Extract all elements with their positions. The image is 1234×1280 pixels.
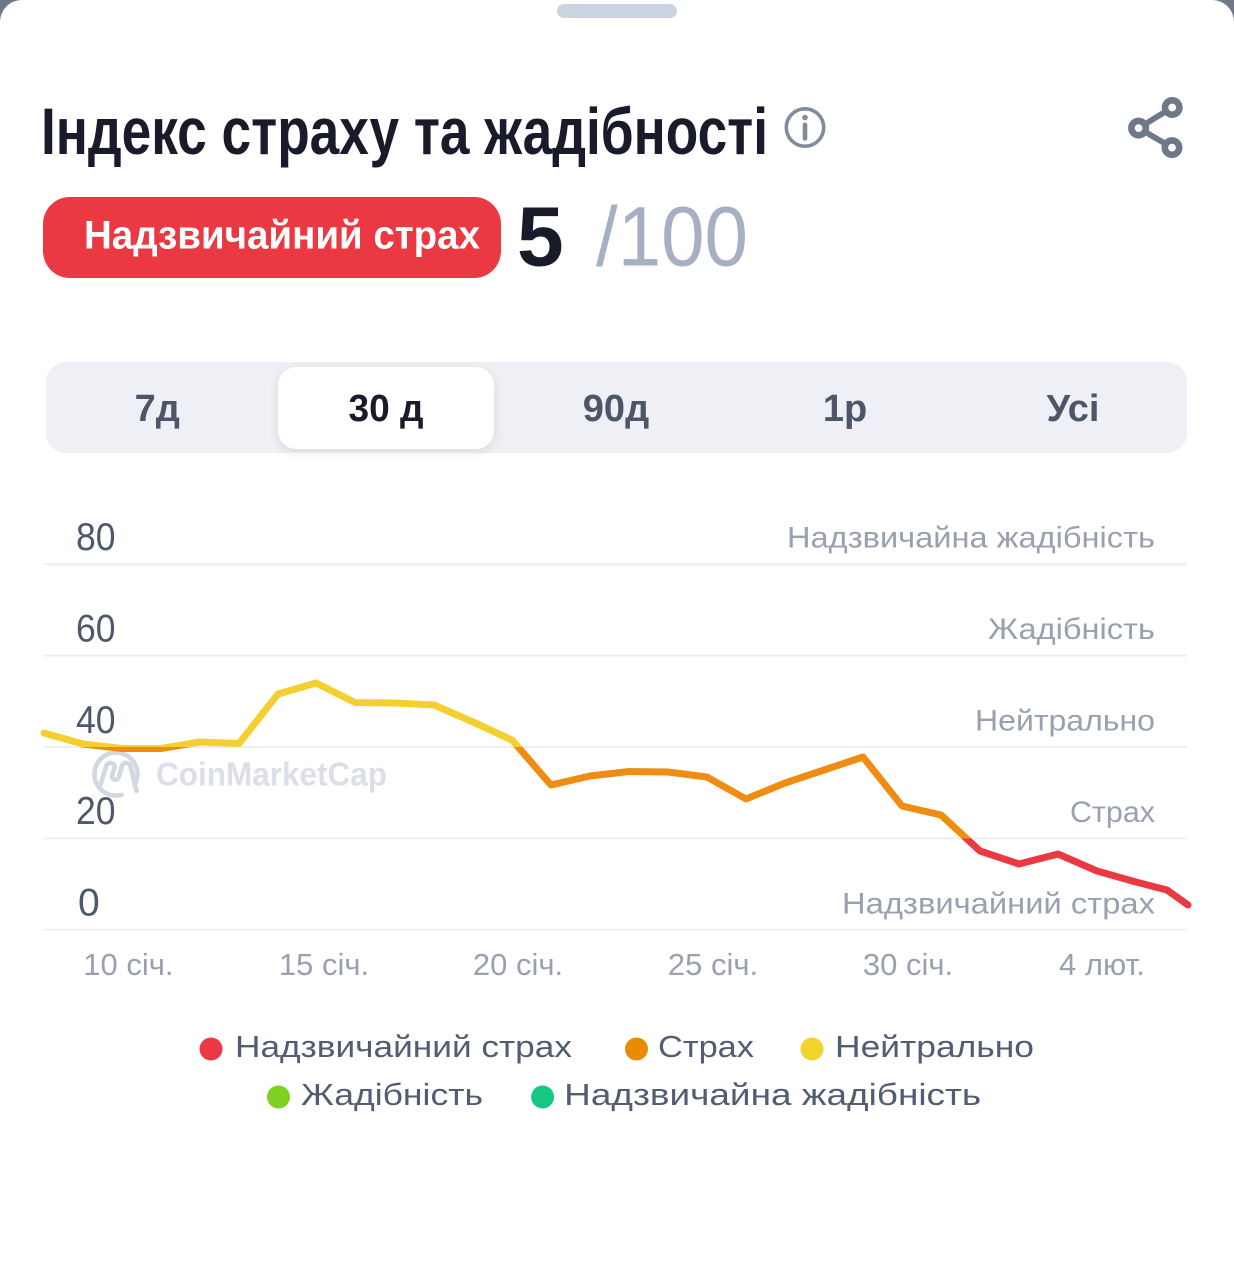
svg-text:0: 0 — [78, 882, 100, 925]
svg-text:CoinMarketCap: CoinMarketCap — [156, 756, 387, 793]
svg-text:Надзвичайна жадібність: Надзвичайна жадібність — [787, 522, 1155, 555]
svg-text:/100: /100 — [596, 190, 748, 284]
svg-text:25 січ.: 25 січ. — [668, 947, 758, 982]
svg-text:15 січ.: 15 січ. — [279, 947, 369, 982]
svg-text:1р: 1р — [823, 388, 867, 430]
svg-text:Індекс страху та жадібності: Індекс страху та жадібності — [41, 94, 768, 168]
svg-text:30 д: 30 д — [349, 388, 424, 430]
svg-text:7д: 7д — [135, 388, 180, 430]
svg-text:Надзвичайний страх: Надзвичайний страх — [84, 214, 480, 258]
svg-text:Страх: Страх — [658, 1029, 755, 1064]
svg-text:20 січ.: 20 січ. — [473, 947, 563, 982]
svg-text:30 січ.: 30 січ. — [863, 947, 953, 982]
svg-text:Нейтрально: Нейтрально — [835, 1029, 1034, 1064]
svg-text:Усі: Усі — [1047, 388, 1100, 430]
svg-text:Надзвичайний страх: Надзвичайний страх — [842, 887, 1155, 920]
svg-text:20: 20 — [76, 790, 116, 833]
svg-text:10 січ.: 10 січ. — [83, 947, 173, 982]
svg-text:80: 80 — [76, 516, 116, 559]
svg-text:60: 60 — [76, 607, 116, 650]
svg-text:Жадібність: Жадібність — [988, 613, 1155, 646]
svg-text:40: 40 — [76, 699, 116, 742]
svg-text:Жадібність: Жадібність — [301, 1077, 483, 1112]
svg-text:4 лют.: 4 лют. — [1059, 947, 1145, 982]
svg-text:Страх: Страх — [1070, 796, 1155, 829]
svg-text:Нейтрально: Нейтрально — [975, 705, 1155, 738]
svg-text:5: 5 — [517, 190, 564, 284]
svg-text:Надзвичайна жадібність: Надзвичайна жадібність — [564, 1077, 981, 1112]
svg-text:90д: 90д — [583, 388, 649, 430]
svg-text:Надзвичайний страх: Надзвичайний страх — [235, 1029, 573, 1064]
